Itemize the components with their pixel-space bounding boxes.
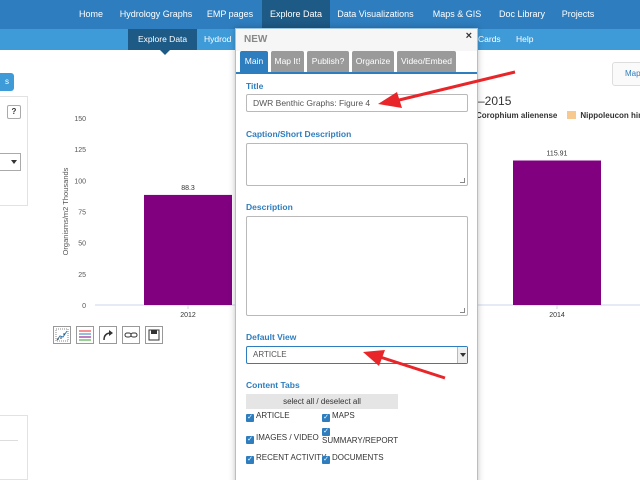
subnav-help[interactable]: Help xyxy=(516,34,534,44)
y-tick-label: 25 xyxy=(78,272,86,279)
default-view-select[interactable]: ARTICLE xyxy=(246,346,468,364)
modal-tabs: Main Map It! Publish? Organize Video/Emb… xyxy=(238,51,477,73)
checkbox-label: SUMMARY/REPORT xyxy=(322,436,399,445)
left-lower-panel xyxy=(0,415,28,480)
legend-item-nippoleucon[interactable]: Nippoleucon hinu xyxy=(580,111,640,120)
checkbox-maps[interactable]: ✓ MAPS xyxy=(322,411,355,422)
default-view-label: Default View xyxy=(246,332,297,342)
tabs-underline xyxy=(236,72,477,74)
divider xyxy=(0,440,18,441)
bar-2012 xyxy=(144,194,232,305)
subnav-explore-data[interactable]: Explore Data xyxy=(128,29,198,50)
top-navigation-bar: Home Hydrology Graphs EMP pages Explore … xyxy=(0,0,640,29)
modal-header: NEW × xyxy=(236,29,477,51)
chevron-down-icon xyxy=(11,160,17,164)
checkbox-images-video[interactable]: ✓ IMAGES / VIDEO xyxy=(246,433,319,444)
checkbox-checked-icon[interactable]: ✓ xyxy=(246,414,254,422)
active-caret-icon xyxy=(160,50,170,55)
tab-video-embed[interactable]: Video/Embed xyxy=(397,51,456,72)
y-tick-label: 0 xyxy=(82,303,86,310)
subnav-hydrod[interactable]: Hydrod xyxy=(204,34,232,44)
bar-2014 xyxy=(513,160,601,305)
title-input[interactable]: DWR Benthic Graphs: Figure 4 xyxy=(246,94,468,112)
checkbox-checked-icon[interactable]: ✓ xyxy=(322,428,330,436)
tab-publish[interactable]: Publish? xyxy=(307,51,349,72)
checkbox-article[interactable]: ✓ ARTICLE xyxy=(246,411,290,422)
description-textarea[interactable] xyxy=(246,216,468,316)
caption-label: Caption/Short Description xyxy=(246,129,352,139)
checkbox-checked-icon[interactable]: ✓ xyxy=(246,456,254,464)
chevron-down-icon[interactable] xyxy=(457,347,467,363)
map-tab[interactable]: Map xyxy=(612,62,640,86)
y-tick-label: 125 xyxy=(74,147,86,154)
checkbox-recent-activity[interactable]: ✓ RECENT ACTIVITY xyxy=(246,453,327,464)
description-label: Description xyxy=(246,202,293,212)
nav-home[interactable]: Home xyxy=(78,9,103,19)
checkbox-label: IMAGES / VIDEO xyxy=(256,433,319,442)
checkbox-checked-icon[interactable]: ✓ xyxy=(246,436,254,444)
checkbox-label: RECENT ACTIVITY xyxy=(256,453,327,462)
save-icon[interactable] xyxy=(145,326,163,344)
scatter-zoom-icon[interactable] xyxy=(53,326,71,344)
tab-main[interactable]: Main xyxy=(240,51,268,72)
x-tick-label-2014: 2014 xyxy=(549,312,565,319)
checkbox-documents[interactable]: ✓ DOCUMENTS xyxy=(322,453,384,464)
help-button[interactable]: ? xyxy=(7,105,21,119)
chart-title-fragment: –2015 xyxy=(478,94,512,108)
y-tick-label: 75 xyxy=(78,210,86,217)
data-label-2012: 88.3 xyxy=(181,185,195,192)
checkbox-checked-icon[interactable]: ✓ xyxy=(322,414,330,422)
y-axis-label: Organisms/m2 Thousands xyxy=(61,167,70,255)
tab-organize[interactable]: Organize xyxy=(352,51,394,72)
checkbox-checked-icon[interactable]: ✓ xyxy=(322,456,330,464)
nav-data-visualizations[interactable]: Data Visualizations xyxy=(337,9,414,19)
nav-doc-library[interactable]: Doc Library xyxy=(498,9,545,19)
nav-projects[interactable]: Projects xyxy=(561,9,595,19)
default-view-value: ARTICLE xyxy=(253,350,287,359)
y-tick-label: 150 xyxy=(74,116,86,123)
modal-title: NEW xyxy=(244,34,268,45)
resize-handle-icon[interactable] xyxy=(460,308,465,313)
subnav-cards[interactable]: Cards xyxy=(478,34,501,44)
legend-swatch xyxy=(567,111,577,119)
left-side-button[interactable]: s xyxy=(0,73,14,91)
caption-textarea[interactable] xyxy=(246,143,468,186)
redo-arrow-icon[interactable] xyxy=(99,326,117,344)
checkbox-label: DOCUMENTS xyxy=(332,453,384,462)
chart-legend: Corophium alienense Nippoleucon hinu xyxy=(476,111,640,120)
y-tick-label: 50 xyxy=(78,241,86,248)
checkbox-summary-report[interactable]: ✓ SUMMARY/REPORT xyxy=(322,425,398,445)
nav-emp-pages[interactable]: EMP pages xyxy=(206,9,254,19)
data-label-2014: 115.91 xyxy=(547,150,568,157)
link-icon[interactable] xyxy=(122,326,140,344)
checkbox-label: MAPS xyxy=(332,411,355,420)
tab-map-it[interactable]: Map It! xyxy=(271,51,304,72)
close-icon[interactable]: × xyxy=(465,30,472,42)
content-tabs-label: Content Tabs xyxy=(246,380,300,390)
legend-item-corophium[interactable]: Corophium alienense xyxy=(476,111,558,120)
x-tick-label-2012: 2012 xyxy=(180,312,196,319)
select-all-button[interactable]: select all / deselect all xyxy=(246,394,398,409)
left-dropdown[interactable] xyxy=(0,153,21,171)
resize-handle-icon[interactable] xyxy=(460,178,465,183)
checkbox-label: ARTICLE xyxy=(256,411,290,420)
new-item-modal: NEW × Main Map It! Publish? Organize Vid… xyxy=(235,28,478,480)
y-tick-label: 100 xyxy=(74,178,86,185)
title-label: Title xyxy=(246,81,264,91)
nav-explore-data[interactable]: Explore Data xyxy=(262,0,330,29)
nav-hydrology-graphs[interactable]: Hydrology Graphs xyxy=(119,9,193,19)
lines-legend-icon[interactable] xyxy=(76,326,94,344)
nav-maps-gis[interactable]: Maps & GIS xyxy=(432,9,482,19)
